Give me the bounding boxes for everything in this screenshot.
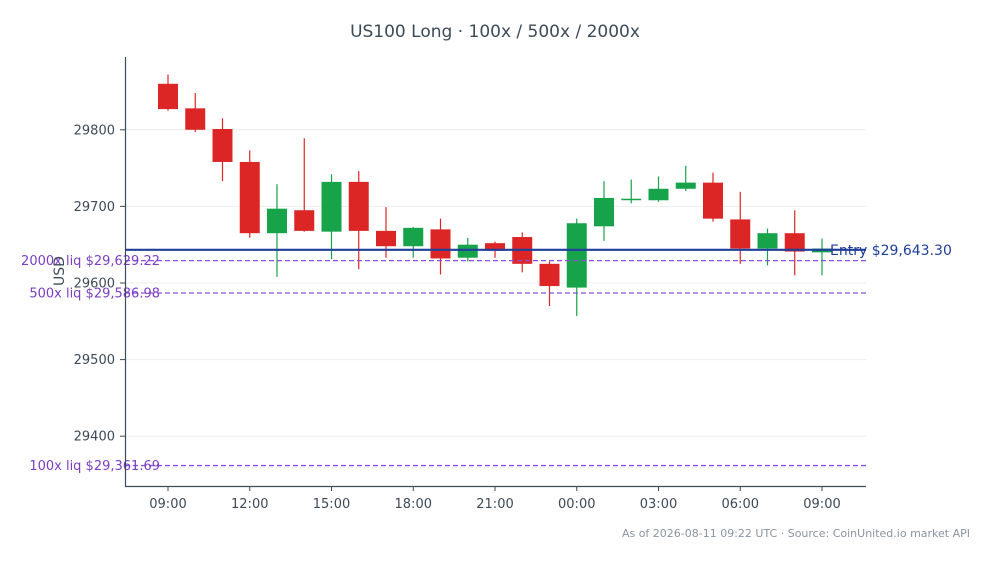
candle-body — [430, 229, 451, 259]
candle-body — [212, 129, 233, 162]
candle-body — [457, 244, 478, 258]
candle — [675, 165, 696, 192]
y-tick-label: 29700 — [74, 200, 115, 215]
candle — [703, 172, 723, 222]
liquidation-label: 500x liq $29,586.98 — [29, 286, 160, 301]
candle-body — [485, 243, 505, 251]
candle — [430, 218, 451, 275]
candle-body — [294, 210, 315, 231]
entry-label: Entry $29,643.30 — [830, 243, 952, 259]
candle — [757, 228, 778, 266]
x-tick-label: 00:00 — [558, 497, 595, 512]
grid — [125, 129, 866, 437]
candle — [239, 150, 260, 238]
candle-body — [267, 208, 287, 234]
liquidation-label: 2000x liq $29,629.22 — [21, 254, 160, 269]
x-tick-label: 18:00 — [395, 497, 432, 512]
candle-body — [621, 198, 642, 201]
candle-body — [703, 182, 723, 219]
y-axis-ticks: 29400 29500 29600 29700 29800 — [74, 123, 125, 445]
candle-body — [403, 227, 424, 247]
x-tick-label: 03:00 — [640, 497, 677, 512]
candle-body — [675, 182, 696, 189]
x-tick-label: 09:00 — [803, 497, 840, 512]
candle — [212, 118, 233, 182]
candle-body — [185, 108, 206, 130]
footer-source: As of 2026-08-11 09:22 UTC · Source: Coi… — [622, 527, 970, 540]
candle-body — [239, 161, 260, 234]
candle — [158, 74, 178, 111]
x-tick-label: 12:00 — [231, 497, 268, 512]
candle — [512, 232, 533, 273]
candle — [321, 174, 342, 260]
x-axis-ticks: 09:00 12:00 15:00 18:00 21:00 00:00 03:00 06:00… — [149, 486, 841, 512]
y-tick-label: 29800 — [74, 123, 115, 138]
y-axis-label: USD — [52, 256, 68, 286]
x-tick-label: 09:00 — [149, 497, 186, 512]
candle — [648, 176, 669, 202]
candle-body — [784, 233, 805, 252]
x-tick-label: 21:00 — [476, 497, 513, 512]
candle-body — [348, 181, 369, 231]
candle-body — [376, 230, 396, 247]
candle-body — [566, 223, 587, 288]
candle — [294, 138, 315, 232]
y-tick-label: 29600 — [74, 276, 115, 291]
candle — [348, 171, 369, 270]
x-tick-label: 15:00 — [313, 497, 350, 512]
candle-body — [321, 181, 342, 232]
candle — [267, 184, 287, 277]
candle — [566, 218, 587, 316]
candles — [158, 74, 832, 316]
candle — [185, 93, 206, 133]
candle-body — [539, 263, 560, 287]
candle-body — [730, 219, 751, 249]
x-tick-label: 06:00 — [722, 497, 759, 512]
liquidation-label: 100x liq $29,361.69 — [29, 459, 160, 474]
candle-body — [158, 83, 178, 110]
candle — [403, 227, 424, 258]
candle-body — [757, 233, 778, 249]
candle — [784, 210, 805, 276]
chart-title: US100 Long · 100x / 500x / 2000x — [350, 22, 640, 42]
candle — [730, 191, 751, 264]
candle — [812, 238, 832, 276]
candle-body — [594, 197, 614, 227]
reference-lines: Entry $29,643.30 2000x liq $29,629.22 500x… — [21, 243, 952, 474]
candle — [539, 261, 560, 306]
candle-body — [648, 188, 669, 201]
y-tick-label: 29500 — [74, 353, 115, 368]
candle — [594, 181, 614, 241]
y-tick-label: 29400 — [74, 430, 115, 445]
candle — [621, 179, 642, 204]
